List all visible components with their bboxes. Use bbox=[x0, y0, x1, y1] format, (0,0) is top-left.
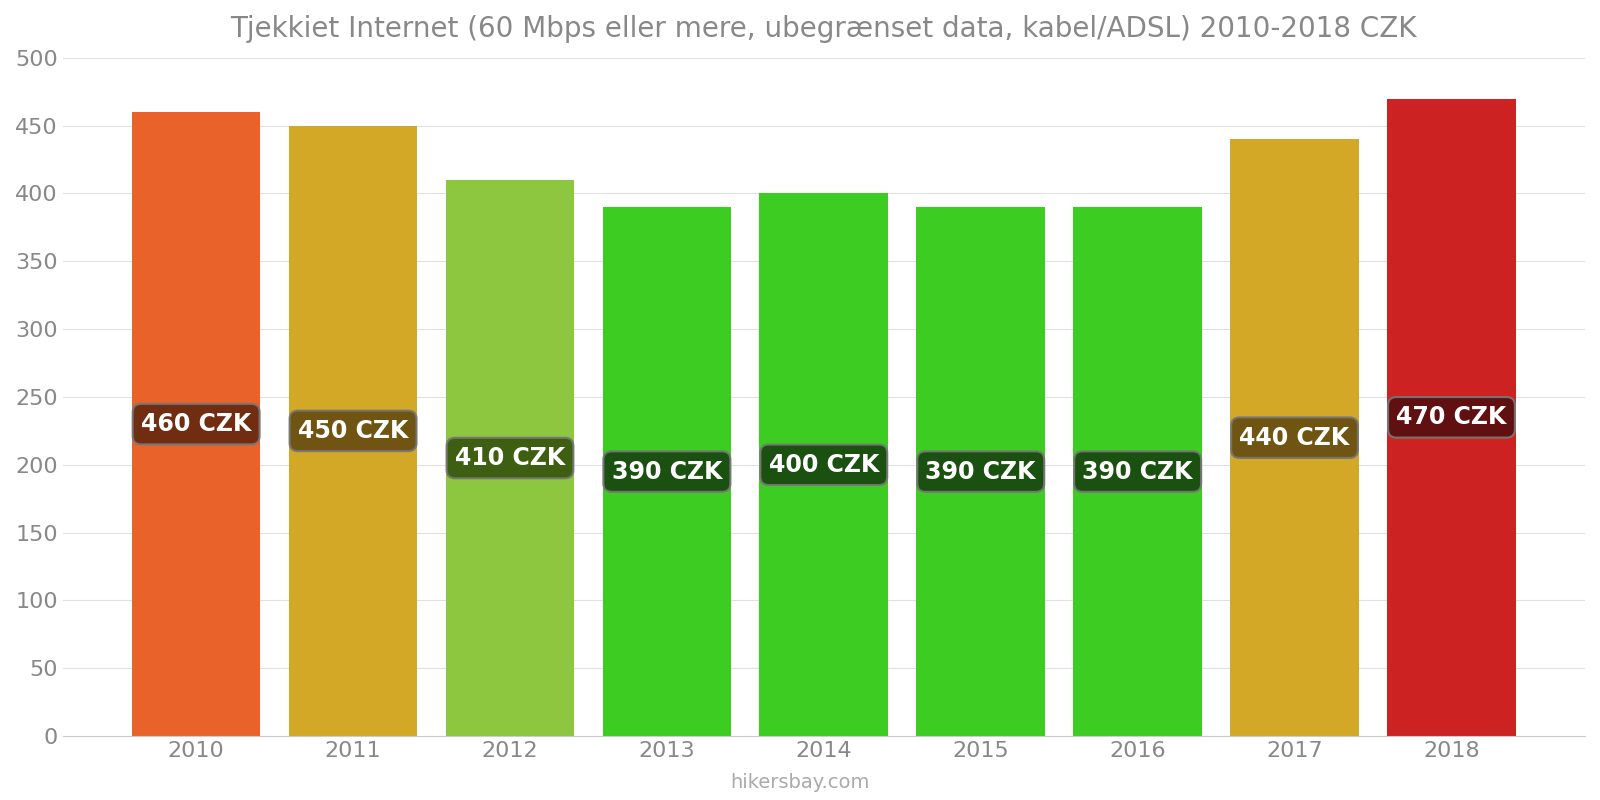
Text: hikersbay.com: hikersbay.com bbox=[730, 773, 870, 792]
Text: 390 CZK: 390 CZK bbox=[611, 459, 722, 483]
Bar bbox=[917, 207, 1045, 736]
Text: 390 CZK: 390 CZK bbox=[925, 459, 1035, 483]
Bar bbox=[1074, 207, 1202, 736]
Text: 450 CZK: 450 CZK bbox=[298, 419, 408, 443]
Bar bbox=[288, 126, 418, 736]
Text: 400 CZK: 400 CZK bbox=[768, 453, 878, 477]
Title: Tjekkiet Internet (60 Mbps eller mere, ubegrænset data, kabel/ADSL) 2010-2018 CZ: Tjekkiet Internet (60 Mbps eller mere, u… bbox=[230, 15, 1418, 43]
Text: 440 CZK: 440 CZK bbox=[1240, 426, 1350, 450]
Bar bbox=[603, 207, 731, 736]
Bar bbox=[1387, 98, 1515, 736]
Bar bbox=[760, 194, 888, 736]
Text: 470 CZK: 470 CZK bbox=[1397, 406, 1507, 430]
Bar bbox=[1230, 139, 1358, 736]
Bar bbox=[446, 180, 574, 736]
Text: 390 CZK: 390 CZK bbox=[1082, 459, 1194, 483]
Text: 460 CZK: 460 CZK bbox=[141, 412, 251, 436]
Text: 410 CZK: 410 CZK bbox=[454, 446, 565, 470]
Bar bbox=[131, 112, 261, 736]
